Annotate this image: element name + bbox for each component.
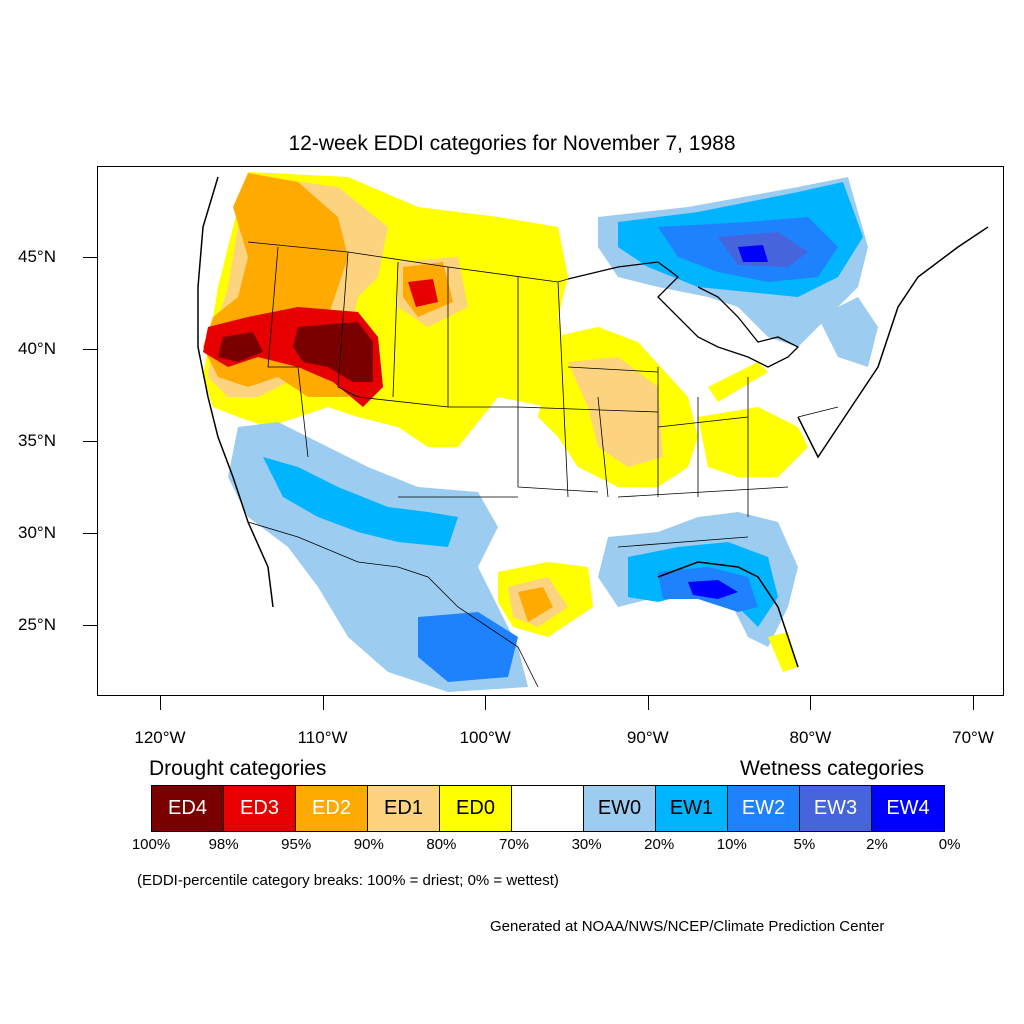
lat-tick (83, 625, 97, 626)
region-ed2-texas (518, 587, 553, 622)
category-regions (203, 172, 878, 692)
percent-break: 70% (498, 836, 530, 853)
region-ew4-canada (738, 245, 768, 262)
region-ed4-west (218, 332, 263, 362)
lon-tick (160, 696, 161, 710)
legend-swatch-ew3: EW3 (800, 786, 872, 831)
lat-label: 45°N (18, 247, 56, 266)
legend-swatch-ew0: EW0 (584, 786, 656, 831)
region-ed0-erie (708, 362, 768, 402)
lon-tick (485, 696, 487, 710)
percent-break: 30% (571, 836, 602, 853)
coastline (197, 176, 989, 668)
legend-swatch-ew2: EW2 (728, 786, 800, 831)
percent-break: 80% (426, 836, 457, 853)
legend-swatch-ew4: EW4 (872, 786, 944, 831)
percent-break: 20% (644, 836, 675, 853)
legend-swatch-ew1: EW1 (656, 786, 728, 831)
region-ed4-core (293, 322, 373, 382)
lon-label: 110°W (297, 728, 348, 747)
lon-label: 70°W (952, 728, 994, 747)
percent-break: 98% (208, 836, 239, 853)
lon-label: 120°W (134, 728, 186, 747)
mexico-border (247, 521, 539, 688)
lat-label: 25°N (18, 615, 56, 634)
lat-label: 40°N (18, 339, 56, 358)
lon-tick (973, 696, 974, 710)
lat-tick (83, 257, 97, 258)
legend-swatch-ed4: ED4 (152, 786, 224, 831)
region-ed0-florida (768, 632, 798, 672)
region-ed3-montana (408, 279, 438, 307)
great-lakes (567, 261, 800, 368)
legend-swatch-ed3: ED3 (224, 786, 296, 831)
credit-line: Generated at NOAA/NWS/NCEP/Climate Predi… (490, 918, 885, 935)
wetness-heading: Wetness categories (740, 757, 925, 780)
lat-tick (83, 441, 97, 442)
percent-break: 100% (131, 836, 171, 853)
region-ed0-ohio (698, 407, 808, 477)
region-ew2-mexico (418, 612, 518, 682)
lon-tick (322, 696, 324, 710)
lon-label: 100°W (459, 728, 511, 747)
percent-break: 10% (716, 836, 747, 853)
state-lines (267, 246, 839, 548)
drought-heading: Drought categories (149, 757, 327, 780)
region-ed1-illinois (568, 357, 663, 467)
map-title: 12-week EDDI categories for November 7, … (288, 132, 736, 155)
legend-swatch-ed0: ED0 (440, 786, 512, 831)
map-panel (97, 166, 1004, 696)
region-ew1-southwest (263, 457, 458, 547)
boundaries (197, 176, 989, 688)
lon-tick (647, 696, 649, 710)
percent-break: 2% (866, 836, 888, 853)
category-legend: ED4 ED3 ED2 ED1 ED0 EW0 EW1 EW2 EW3 EW4 (151, 785, 945, 832)
lat-label: 35°N (18, 431, 56, 450)
percent-break: 90% (353, 836, 384, 853)
percent-break: 0% (938, 836, 961, 853)
lat-tick (83, 533, 97, 534)
lon-tick (810, 696, 812, 710)
eddi-map (197, 172, 989, 692)
lat-label: 30°N (18, 523, 56, 542)
legend-swatch-ed2: ED2 (296, 786, 368, 831)
region-ew4-gulf (688, 580, 738, 599)
percent-break: 5% (793, 836, 816, 853)
percent-break: 95% (281, 836, 312, 853)
lon-label: 90°W (626, 728, 669, 747)
legend-note: (EDDI-percentile category breaks: 100% =… (137, 872, 559, 889)
lat-tick (83, 349, 97, 350)
lon-label: 80°W (789, 728, 832, 747)
legend-swatch-ed1: ED1 (368, 786, 440, 831)
region-ew0-newengland (818, 297, 878, 367)
legend-swatch-normal (512, 786, 584, 831)
